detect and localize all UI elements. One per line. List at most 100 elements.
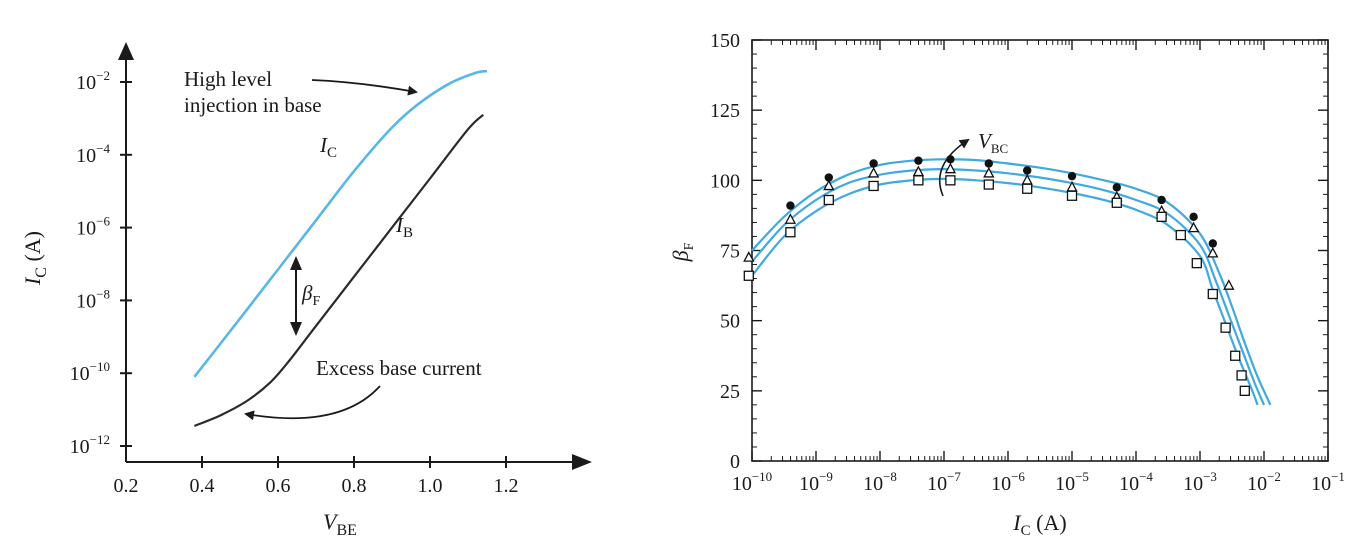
marker-triangle xyxy=(944,162,957,174)
marker-triangle xyxy=(1207,246,1219,258)
marker-square xyxy=(1022,183,1033,194)
annotation-high-level: High level xyxy=(184,67,272,91)
marker-square xyxy=(785,227,796,238)
right-y-tick-label: 125 xyxy=(710,100,740,122)
marker-square xyxy=(823,194,834,206)
beta-arrow-top xyxy=(290,256,302,270)
left-chart: 0.2 0.4 0.6 0.8 1.0 1.2 10−2 10−4 10−6 10−8 10−10… xyxy=(20,42,592,539)
vbc-label: VBC xyxy=(978,129,1008,156)
marker-triangle xyxy=(1223,279,1235,290)
marker-filled-circle xyxy=(1067,171,1077,181)
ib-curve xyxy=(193,113,484,428)
right-y-tick-label: 100 xyxy=(710,170,740,192)
marker-square xyxy=(1230,350,1241,361)
marker-square xyxy=(945,175,956,186)
right-plot-frame xyxy=(751,39,1329,462)
left-x-tick-label: 0.2 xyxy=(114,475,139,497)
beta-arrow-bottom xyxy=(290,322,302,336)
marker-triangle xyxy=(784,213,797,224)
marker-square xyxy=(913,175,924,186)
marker-square xyxy=(1239,385,1250,396)
right-x-tick-label: 10−10 xyxy=(732,469,772,495)
marker-filled-circle xyxy=(1189,212,1198,222)
right-x-tick-label: 10−9 xyxy=(799,469,833,495)
marker-square xyxy=(1111,197,1122,208)
right-x-tick-label: 10−5 xyxy=(1055,469,1089,495)
right-chart: 10−10 10−9 10−8 10−7 10−6 10−5 10−4 10−3 10−2 10−… xyxy=(668,30,1345,539)
marker-square xyxy=(1236,370,1247,381)
right-x-tick-label: 10−4 xyxy=(1119,469,1153,495)
marker-triangle xyxy=(1187,221,1200,233)
right-y-tick-label: 0 xyxy=(730,451,740,473)
ib-curve-label: IB xyxy=(395,213,413,241)
right-x-axis-label: IC (A) xyxy=(1012,510,1066,539)
marker-square xyxy=(1220,322,1231,333)
left-y-tick-label: 10−4 xyxy=(76,141,110,167)
marker-square xyxy=(1191,257,1202,269)
right-x-tick-label: 10−8 xyxy=(863,469,897,495)
marker-square xyxy=(1156,211,1167,222)
beta-label: βF xyxy=(301,281,320,309)
annotation-injection-in-base: injection in base xyxy=(184,93,322,117)
left-y-ticks: 10−2 10−4 10−6 10−8 10−10 10−12 xyxy=(70,68,132,458)
annotation-excess-base-current: Excess base current xyxy=(316,356,482,380)
marker-filled-circle xyxy=(1157,195,1166,205)
marker-filled-circle xyxy=(1112,183,1122,192)
right-x-tick-label: 10−7 xyxy=(927,469,961,495)
left-x-ticks: 0.2 0.4 0.6 0.8 1.0 1.2 xyxy=(114,456,519,497)
marker-filled-circle xyxy=(1022,166,1032,175)
right-y-tick-label: 50 xyxy=(720,311,740,333)
ic-curve-label: IC xyxy=(319,133,337,161)
fit-curve-1 xyxy=(751,158,1272,406)
left-x-tick-label: 0.4 xyxy=(190,475,215,497)
marker-square xyxy=(983,179,994,190)
right-x-tick-label: 10−1 xyxy=(1311,469,1345,495)
right-x-tick-label: 10−6 xyxy=(991,469,1025,495)
right-y-ticks: 0 25 50 75 100 125 150 xyxy=(710,30,1328,473)
right-markers xyxy=(743,155,1250,396)
marker-filled-circle xyxy=(914,156,923,165)
marker-square xyxy=(1175,229,1186,241)
high-level-arrow xyxy=(311,79,418,96)
left-x-tick-label: 0.6 xyxy=(266,475,291,497)
left-x-tick-label: 1.0 xyxy=(418,475,443,497)
marker-square xyxy=(1207,288,1218,300)
marker-triangle xyxy=(983,166,995,178)
left-x-tick-label: 1.2 xyxy=(494,475,519,497)
fit-curve-2 xyxy=(751,167,1266,406)
left-y-tick-label: 10−10 xyxy=(70,359,110,385)
marker-triangle xyxy=(823,179,835,191)
vbc-arrow xyxy=(938,138,970,197)
left-y-axis-label: IC (A) xyxy=(20,231,50,286)
left-y-tick-label: 10−2 xyxy=(76,68,110,94)
marker-square xyxy=(1066,190,1078,201)
left-y-tick-label: 10−6 xyxy=(76,214,110,240)
marker-filled-circle xyxy=(984,159,993,168)
right-y-tick-label: 75 xyxy=(720,241,740,263)
right-y-tick-label: 150 xyxy=(710,30,740,52)
right-x-tick-label: 10−2 xyxy=(1247,469,1281,495)
marker-filled-circle xyxy=(786,201,795,210)
marker-filled-circle xyxy=(869,159,878,168)
ic-curve xyxy=(193,69,488,378)
right-x-tick-label: 10−3 xyxy=(1183,469,1217,495)
fit-curve-3 xyxy=(751,177,1259,406)
left-x-axis-label: VBE xyxy=(323,509,357,539)
marker-filled-circle xyxy=(824,173,833,182)
marker-square xyxy=(743,270,754,281)
left-x-axis-arrow xyxy=(572,454,592,470)
right-fit-curves xyxy=(751,158,1272,406)
marker-triangle xyxy=(743,251,755,262)
right-y-axis-label: βF xyxy=(668,242,697,262)
left-y-axis-arrow xyxy=(118,42,134,60)
left-y-tick-label: 10−12 xyxy=(70,432,110,458)
marker-triangle xyxy=(867,166,880,178)
excess-arrow xyxy=(244,385,381,421)
marker-filled-circle xyxy=(1208,239,1218,248)
left-x-tick-label: 0.8 xyxy=(342,475,367,497)
right-x-ticks: 10−10 10−9 10−8 10−7 10−6 10−5 10−4 10−3 10−2 10−… xyxy=(732,40,1345,495)
right-y-tick-label: 25 xyxy=(720,381,740,403)
left-y-tick-label: 10−8 xyxy=(76,286,110,312)
